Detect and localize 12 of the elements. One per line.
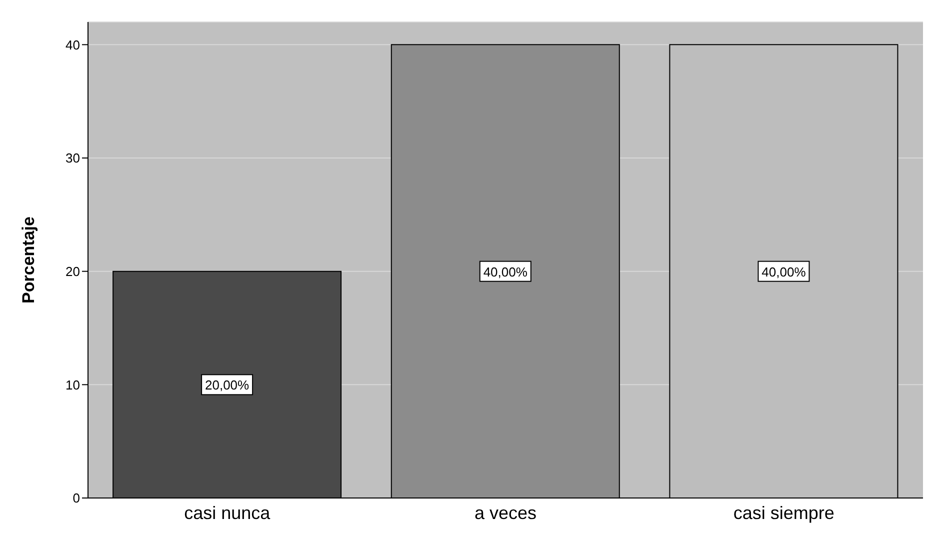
y-tick-label: 10: [66, 377, 80, 392]
x-tick-label: a veces: [474, 502, 537, 523]
y-tick-label: 20: [66, 264, 80, 279]
x-tick-label: casi nunca: [184, 502, 272, 523]
data-label: 20,00%: [205, 378, 250, 393]
data-label: 40,00%: [483, 264, 528, 280]
y-tick-label: 30: [66, 150, 80, 166]
data-label: 40,00%: [762, 264, 806, 280]
y-axis-title: Porcentaje: [19, 216, 38, 304]
y-tick-label: 40: [66, 37, 80, 52]
y-tick-label: 0: [72, 490, 80, 506]
x-tick-label: casi siempre: [733, 502, 834, 523]
